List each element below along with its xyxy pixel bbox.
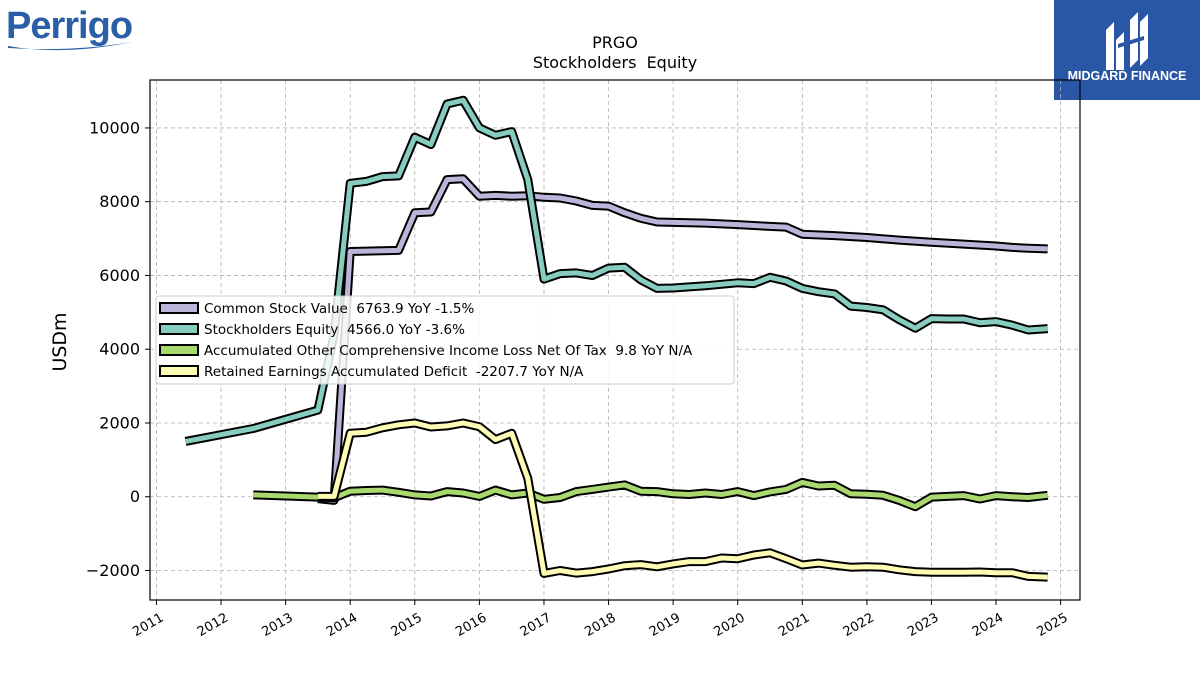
plot-frame xyxy=(149,79,1081,601)
y-tick-label: 10000 xyxy=(89,118,140,137)
legend-label: Stockholders Equity 4566.0 YoY -3.6% xyxy=(204,322,465,338)
series-stroke xyxy=(253,479,1048,510)
x-tick-label: 2019 xyxy=(647,610,683,640)
series-outline xyxy=(184,95,1049,446)
x-tick-label: 2025 xyxy=(1034,610,1070,640)
y-tick-label: 8000 xyxy=(99,192,140,211)
x-tick-label: 2015 xyxy=(389,610,425,640)
series-stroke xyxy=(317,420,1048,580)
x-tick-label: 2021 xyxy=(776,610,812,640)
series-stroke xyxy=(317,176,1048,503)
x-tick-label: 2013 xyxy=(259,610,295,640)
series-line-0 xyxy=(317,174,1048,505)
legend-label: Retained Earnings Accumulated Deficit -2… xyxy=(204,364,584,380)
perrigo-logo-swoosh xyxy=(8,42,132,51)
y-tick-label: 6000 xyxy=(99,266,140,285)
legend-item: Stockholders Equity 4566.0 YoY -3.6% xyxy=(159,322,465,338)
midgard-logo-m-shape xyxy=(1106,12,1148,70)
legend-swatch xyxy=(159,323,199,335)
legend-box xyxy=(155,295,735,385)
x-tick-label: 2014 xyxy=(324,610,360,640)
y-axis-label: USDm xyxy=(49,312,71,371)
legend-item: Accumulated Other Comprehensive Income L… xyxy=(159,343,693,359)
series-line-3 xyxy=(317,418,1048,582)
legend-swatch xyxy=(159,302,199,314)
x-tick-label: 2018 xyxy=(582,610,618,640)
chart-legend: Common Stock Value 6763.9 YoY -1.5% Stock… xyxy=(155,295,735,385)
x-tick-label: 2023 xyxy=(905,610,941,640)
x-tick-label: 2020 xyxy=(712,610,748,640)
x-axis: 2011 2012 2013 2014 2015 2016 2017 2018 2019 2020… xyxy=(130,600,1071,640)
y-axis: −2000 0 2000 4000 6000 8000 10000 xyxy=(86,118,150,580)
series-layer xyxy=(184,95,1049,582)
legend-item: Retained Earnings Accumulated Deficit -2… xyxy=(159,364,584,380)
x-tick-label: 2016 xyxy=(453,610,489,640)
legend-swatch xyxy=(159,344,199,356)
midgard-logo-mark: MIDGARD FINANCE xyxy=(1068,12,1187,83)
series-outline xyxy=(253,477,1049,512)
perrigo-logo-text: Perrigo xyxy=(6,5,132,47)
legend-label: Accumulated Other Comprehensive Income L… xyxy=(204,343,693,359)
series-line-1 xyxy=(184,95,1049,446)
chart-title: PRGO xyxy=(592,33,638,52)
y-tick-label: 4000 xyxy=(99,340,140,359)
y-tick-label: −2000 xyxy=(86,561,140,580)
x-tick-label: 2012 xyxy=(195,610,231,640)
midgard-finance-logo: MIDGARD FINANCE xyxy=(1054,0,1200,100)
x-tick-label: 2022 xyxy=(841,610,877,640)
x-tick-label: 2024 xyxy=(970,610,1006,640)
y-tick-label: 0 xyxy=(130,487,140,506)
series-stroke xyxy=(185,97,1048,444)
legend-item: Common Stock Value 6763.9 YoY -1.5% xyxy=(159,301,475,317)
legend-swatch xyxy=(159,365,199,377)
midgard-logo-text: MIDGARD FINANCE xyxy=(1068,69,1187,83)
y-tick-label: 2000 xyxy=(99,413,140,432)
legend-label: Common Stock Value 6763.9 YoY -1.5% xyxy=(204,301,475,317)
x-tick-label: 2017 xyxy=(518,610,554,640)
chart-subtitle: Stockholders Equity xyxy=(533,53,697,72)
series-line-2 xyxy=(253,477,1049,512)
x-tick-label: 2011 xyxy=(130,610,166,640)
perrigo-logo: Perrigo xyxy=(6,5,133,51)
